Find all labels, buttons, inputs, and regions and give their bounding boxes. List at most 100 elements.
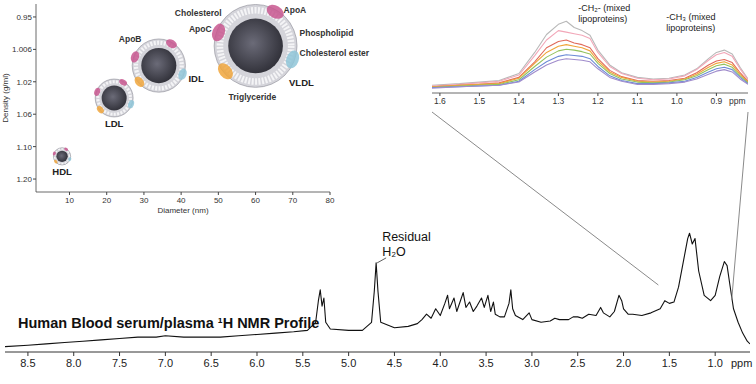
x-tick: [218, 192, 219, 195]
x-tick-label: 20: [102, 196, 111, 205]
x-tick-label: 1.5: [662, 357, 677, 369]
x-tick-label: 7.0: [158, 357, 173, 369]
y-tick: [33, 16, 36, 17]
x-tick-label: 1.4: [513, 96, 525, 106]
spectrum-line: [432, 40, 748, 87]
x-tick: [27, 352, 28, 356]
x-axis: [5, 352, 750, 353]
x-tick-label: 1.0: [671, 96, 683, 106]
page: {"chart_data": [ {"type": "line", "title…: [0, 0, 756, 384]
x-tick-label: 4.0: [433, 357, 448, 369]
spectrum-line: [432, 55, 748, 88]
y-tick-label: 1.06: [16, 110, 32, 119]
particle: [132, 39, 185, 92]
y-tick-label: 1.20: [16, 175, 32, 184]
annotation: lipoproteins): [578, 14, 627, 24]
annotation: -CH₂- (mixed: [578, 3, 630, 13]
y-tick-label: 1.006: [12, 45, 33, 54]
particle-label: IDL: [188, 73, 204, 84]
x-tick-label: 1.3: [552, 96, 564, 106]
x-tick: [394, 352, 395, 356]
x-tick-label: 80: [326, 196, 335, 205]
y-axis-label: Density (g/ml): [1, 73, 10, 123]
x-tick-label: 1.1: [631, 96, 643, 106]
spectrum-line: [432, 49, 748, 87]
y-tick: [33, 146, 36, 147]
apolipoprotein: [118, 78, 128, 87]
apolipoprotein: [133, 75, 147, 89]
x-tick: [669, 352, 670, 356]
chart-title: Human Blood serum/plasma ¹H NMR Profile: [18, 315, 319, 331]
plot-area: [5, 233, 750, 346]
x-tick-label: 5.0: [341, 357, 356, 369]
x-tick-label: 3.0: [524, 357, 539, 369]
y-tick: [33, 114, 36, 115]
component-label: Phospholipid: [300, 28, 354, 38]
component-label: Triglyceride: [229, 92, 277, 102]
spectrum-line: [432, 59, 748, 89]
spectrum-chart: 8.58.07.57.06.56.05.55.04.54.03.53.02.52…: [5, 230, 752, 369]
apolipoprotein: [164, 37, 178, 50]
x-tick: [256, 352, 257, 356]
x-tick: [69, 192, 70, 195]
component-label: ApoC: [189, 24, 212, 34]
x-tick-label: 60: [251, 196, 260, 205]
annotation: Residual: [382, 230, 431, 244]
x-tick: [348, 352, 349, 356]
particle-label: LDL: [105, 118, 124, 129]
lipoprotein-chart: 0.951.0061.021.061.101.20102030405060708…: [1, 2, 370, 215]
x-tick-label: 6.0: [249, 357, 264, 369]
x-tick-label: 4.5: [387, 357, 402, 369]
x-tick-label: 1.2: [592, 96, 604, 106]
x-tick: [106, 192, 107, 195]
component-label: ApoA: [284, 5, 307, 15]
component-label: Cholesterol: [175, 8, 222, 18]
annotation: H₂O: [382, 245, 406, 259]
zoom-connector: [732, 112, 748, 300]
apolipoprotein: [129, 50, 141, 64]
x-tick-label: 2.0: [616, 357, 631, 369]
lipoprotein-particle: [210, 4, 302, 87]
x-tick-label: 8.5: [20, 357, 35, 369]
y-tick-label: 1.02: [16, 78, 32, 87]
x-tick: [715, 352, 716, 356]
apolipoprotein: [68, 157, 72, 162]
lipoprotein-particle: [129, 37, 188, 92]
component-label: Cholesterol ester: [300, 48, 370, 58]
y-axis: [36, 4, 37, 192]
apolipoprotein: [215, 60, 236, 82]
x-axis-label: ppm: [729, 96, 746, 106]
x-tick: [211, 352, 212, 356]
x-tick: [143, 192, 144, 195]
lipid-core: [102, 85, 127, 110]
x-axis-label: ppm: [731, 357, 752, 369]
apolipoprotein: [52, 151, 56, 156]
apolipoprotein: [177, 67, 189, 81]
x-tick: [531, 352, 532, 356]
apolipoprotein: [96, 105, 106, 115]
x-tick-label: 2.5: [570, 357, 585, 369]
inset-chart: 1.61.51.41.31.21.11.00.9ppm-CH₂- (mixedl…: [432, 3, 748, 300]
x-tick: [292, 192, 293, 195]
x-tick-label: 7.5: [112, 357, 127, 369]
x-tick: [486, 352, 487, 356]
lipid-core: [56, 151, 67, 162]
x-tick-label: 70: [288, 196, 297, 205]
apolipoprotein: [210, 22, 228, 43]
x-tick-label: 10: [65, 196, 74, 205]
x-tick: [165, 352, 166, 356]
x-tick: [73, 352, 74, 356]
x-tick-label: 50: [214, 196, 223, 205]
y-tick: [33, 179, 36, 180]
spectrum-line: [5, 233, 750, 346]
particle: [214, 4, 297, 87]
x-axis-label: Diameter (nm): [157, 206, 208, 215]
x-tick-label: 1.6: [434, 96, 446, 106]
lipid-core: [141, 48, 176, 83]
x-tick: [119, 352, 120, 356]
y-tick-label: 1.10: [16, 143, 32, 152]
figure: 8.58.07.57.06.56.05.55.04.54.03.53.02.52…: [0, 0, 756, 384]
y-tick: [33, 81, 36, 82]
x-tick: [181, 192, 182, 195]
y-tick: [33, 49, 36, 50]
